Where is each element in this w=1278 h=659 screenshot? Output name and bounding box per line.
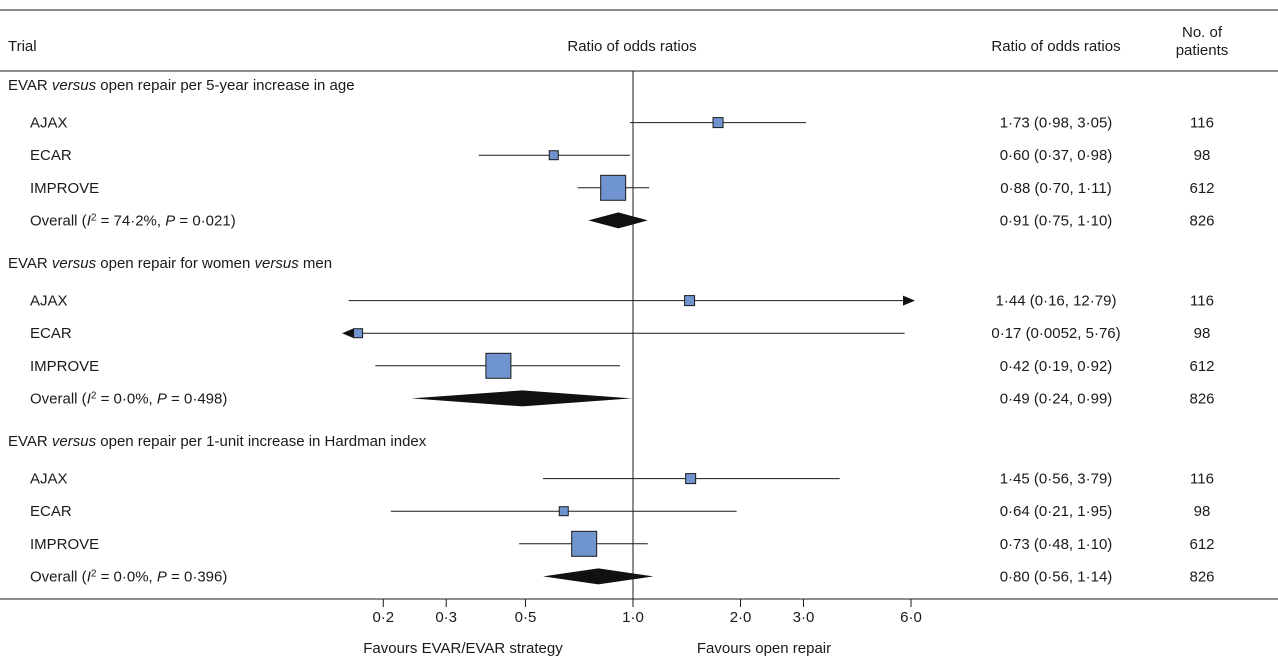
group-heading: EVAR versus open repair for women versus… bbox=[8, 255, 332, 272]
x-tick-label: 1·0 bbox=[622, 609, 644, 626]
ratio-ci-text: 0·73 (0·48, 1·10) bbox=[1000, 536, 1113, 553]
patients-count: 612 bbox=[1189, 180, 1214, 197]
ratio-ci-text: 1·73 (0·98, 3·05) bbox=[1000, 115, 1113, 132]
patients-count: 116 bbox=[1190, 115, 1214, 132]
point-estimate-marker bbox=[353, 328, 364, 339]
point-estimate-marker bbox=[571, 530, 598, 557]
overall-ratio-ci-text: 0·80 (0·56, 1·14) bbox=[1000, 568, 1113, 585]
ci-arrow-right bbox=[903, 295, 915, 306]
patients-count: 612 bbox=[1189, 536, 1214, 553]
study-name: AJAX bbox=[30, 115, 68, 132]
study-name: AJAX bbox=[30, 471, 68, 488]
group-heading: EVAR versus open repair per 1-unit incre… bbox=[8, 433, 427, 450]
ratio-ci-text: 1·45 (0·56, 3·79) bbox=[1000, 471, 1113, 488]
patients-count: 116 bbox=[1190, 293, 1214, 310]
ratio-ci-text: 0·64 (0·21, 1·95) bbox=[1000, 503, 1113, 520]
patients-count: 98 bbox=[1194, 147, 1211, 164]
ratio-ci-text: 0·88 (0·70, 1·11) bbox=[1000, 180, 1111, 197]
ci-arrow-left bbox=[342, 328, 354, 339]
study-name: ECAR bbox=[30, 325, 72, 342]
x-tick-label: 2·0 bbox=[730, 609, 752, 626]
overall-label: Overall (I2 = 0·0%, P = 0·498) bbox=[30, 390, 227, 408]
ratio-ci-text: 0·17 (0·0052, 5·76) bbox=[991, 325, 1120, 342]
point-estimate-marker bbox=[712, 117, 724, 129]
x-tick-label: 0·3 bbox=[435, 609, 457, 626]
point-estimate-marker bbox=[548, 150, 559, 161]
study-name: ECAR bbox=[30, 147, 72, 164]
favours-left-label: Favours EVAR/EVAR strategy bbox=[363, 640, 563, 657]
overall-diamond bbox=[411, 390, 632, 407]
header-plot: Ratio of odds ratios bbox=[567, 38, 696, 55]
patients-count: 612 bbox=[1189, 358, 1214, 375]
patients-count: 98 bbox=[1194, 325, 1211, 342]
study-name: AJAX bbox=[30, 293, 68, 310]
overall-ratio-ci-text: 0·49 (0·24, 0·99) bbox=[1000, 390, 1113, 407]
overall-patients-count: 826 bbox=[1189, 212, 1214, 229]
header-trial: Trial bbox=[8, 38, 37, 55]
group-heading: EVAR versus open repair per 5-year incre… bbox=[8, 77, 355, 94]
header-patients-line2: patients bbox=[1176, 42, 1229, 59]
x-tick-label: 3·0 bbox=[793, 609, 815, 626]
patients-count: 98 bbox=[1194, 503, 1211, 520]
overall-ratio-ci-text: 0·91 (0·75, 1·10) bbox=[1000, 212, 1113, 229]
point-estimate-marker bbox=[485, 352, 512, 379]
study-name: IMPROVE bbox=[30, 180, 99, 197]
point-estimate-marker bbox=[684, 295, 696, 307]
overall-label: Overall (I2 = 74·2%, P = 0·021) bbox=[30, 212, 236, 230]
x-tick-label: 6·0 bbox=[900, 609, 922, 626]
patients-count: 116 bbox=[1190, 471, 1214, 488]
point-estimate-marker bbox=[600, 174, 627, 201]
overall-label: Overall (I2 = 0·0%, P = 0·396) bbox=[30, 568, 227, 586]
x-tick-label: 0·5 bbox=[515, 609, 537, 626]
point-estimate-marker bbox=[558, 506, 569, 517]
ratio-ci-text: 0·60 (0·37, 0·98) bbox=[1000, 147, 1113, 164]
ratio-ci-text: 0·42 (0·19, 0·92) bbox=[1000, 358, 1113, 375]
x-tick-label: 0·2 bbox=[372, 609, 394, 626]
overall-patients-count: 826 bbox=[1189, 390, 1214, 407]
point-estimate-marker bbox=[685, 473, 697, 485]
ratio-ci-text: 1·44 (0·16, 12·79) bbox=[996, 293, 1117, 310]
header-ratio-column: Ratio of odds ratios bbox=[991, 38, 1120, 55]
study-name: IMPROVE bbox=[30, 536, 99, 553]
header-patients-line1: No. of bbox=[1182, 24, 1223, 41]
study-name: ECAR bbox=[30, 503, 72, 520]
favours-right-label: Favours open repair bbox=[697, 640, 831, 657]
overall-diamond bbox=[543, 568, 654, 585]
study-name: IMPROVE bbox=[30, 358, 99, 375]
overall-patients-count: 826 bbox=[1189, 568, 1214, 585]
overall-diamond bbox=[588, 212, 648, 229]
plot-area: 0·2 0·3 0·5 1·0 2·0 3·0 6·0 EVAR versus open re… bbox=[8, 71, 1215, 626]
